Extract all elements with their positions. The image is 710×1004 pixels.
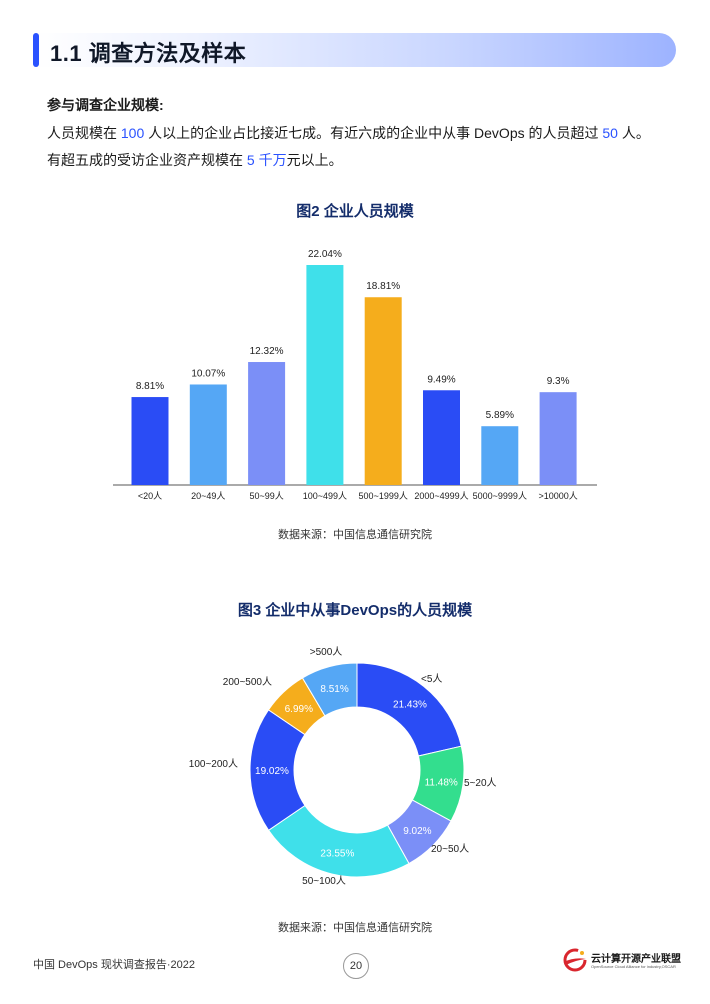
slice-value-label: 9.02%: [403, 826, 431, 837]
donut-slice: [301, 662, 358, 717]
figure-3-title: 图3 企业中从事DevOps的人员规模: [237, 602, 473, 619]
x-tick-label: >10000人: [538, 491, 577, 501]
intro-line-1: 人员规模在 100 人以上的企业占比接近七成。有近六成的企业中从事 DevOps…: [47, 123, 650, 143]
x-tick-label: 20~49人: [191, 491, 225, 501]
intro-line-2: 有超五成的受访企业资产规模在 5 千万元以上。: [47, 150, 343, 170]
intro-heading: 参与调查企业规模:: [47, 97, 164, 113]
intro-line-1-e: 人。: [617, 125, 650, 141]
intro-highlight-100: 100: [120, 125, 145, 141]
bar: [481, 426, 519, 485]
slice-category-label: 100~200人: [189, 758, 238, 770]
org-name-cn: 云计算开源产业联盟: [591, 954, 681, 965]
slice-value-label: 23.55%: [320, 849, 354, 860]
intro-line-2-a: 有超五成的受访企业资产规模在: [47, 152, 247, 168]
x-tick-label: 500~1999人: [359, 491, 408, 501]
figure-3-source: 数据来源：中国信息通信研究院: [278, 922, 432, 934]
oscar-logo-icon: [563, 948, 587, 972]
footer-report-name: 中国 DevOps 现状调查报告·2022: [33, 959, 195, 971]
org-name-en: OpenSource Cloud Alliance for industry,O…: [591, 964, 676, 969]
bar: [131, 397, 169, 485]
slice-category-label: 5~20人: [464, 777, 497, 789]
figure-2-title: 图2 企业人员规模: [296, 203, 414, 220]
slice-value-label: 19.02%: [255, 766, 289, 777]
section-banner-accent: [33, 33, 39, 67]
x-tick-label: 50~99人: [249, 491, 283, 501]
bar-value-label: 18.81%: [366, 281, 400, 292]
x-tick-label: <20人: [138, 491, 162, 501]
slice-value-label: 11.48%: [425, 778, 458, 789]
slice-value-label: 8.51%: [320, 684, 348, 695]
bar-value-label: 12.32%: [250, 346, 284, 357]
bar-chart: 8.81% <20人 10.07% 20~49人 12.32% 50~99人 22.04% 1…: [113, 249, 597, 501]
bar: [189, 384, 227, 485]
slice-category-label: 50~100人: [302, 875, 346, 887]
bar-value-label: 10.07%: [191, 368, 225, 379]
slice-category-label: <5人: [421, 673, 442, 685]
slice-category-label: 20~50人: [431, 843, 469, 855]
x-tick-label: 5000~9999人: [473, 491, 527, 501]
bar: [423, 390, 460, 485]
bar-value-label: 8.81%: [136, 381, 164, 392]
bar-value-label: 5.89%: [486, 410, 514, 421]
figure-2-source: 数据来源：中国信息通信研究院: [278, 529, 432, 541]
section-banner: [33, 33, 676, 67]
section-title: 1.1 调查方法及样本: [50, 41, 247, 66]
x-tick-label: 2000~4999人: [414, 491, 468, 501]
intro-highlight-5qianwan: 5 千万: [246, 152, 287, 168]
bar-value-label: 9.49%: [427, 374, 455, 385]
slice-category-label: >500人: [310, 646, 343, 658]
bar: [364, 297, 402, 485]
bar: [539, 392, 577, 485]
intro-line-2-c: 元以上。: [286, 152, 343, 168]
donut-chart: 21.43% <5人 11.48% 5~20人 9.02%20~50人 23.55% 50~…: [189, 646, 497, 887]
bar-value-label: 9.3%: [547, 376, 570, 387]
intro-line-1-c: 人以上的企业占比接近七成。有近六成的企业中从事 DevOps 的人员超过: [144, 125, 603, 141]
bar-value-label: 22.04%: [308, 249, 342, 260]
bar: [248, 362, 286, 485]
intro-line-1-a: 人员规模在: [47, 125, 121, 141]
slice-category-label: 200~500人: [223, 676, 272, 688]
page-number: 20: [343, 953, 369, 979]
x-tick-label: 100~499人: [303, 491, 347, 501]
intro-highlight-50: 50: [602, 125, 618, 141]
slice-value-label: 21.43%: [393, 700, 427, 711]
slice-value-label: 6.99%: [285, 704, 313, 715]
bar: [306, 265, 344, 485]
